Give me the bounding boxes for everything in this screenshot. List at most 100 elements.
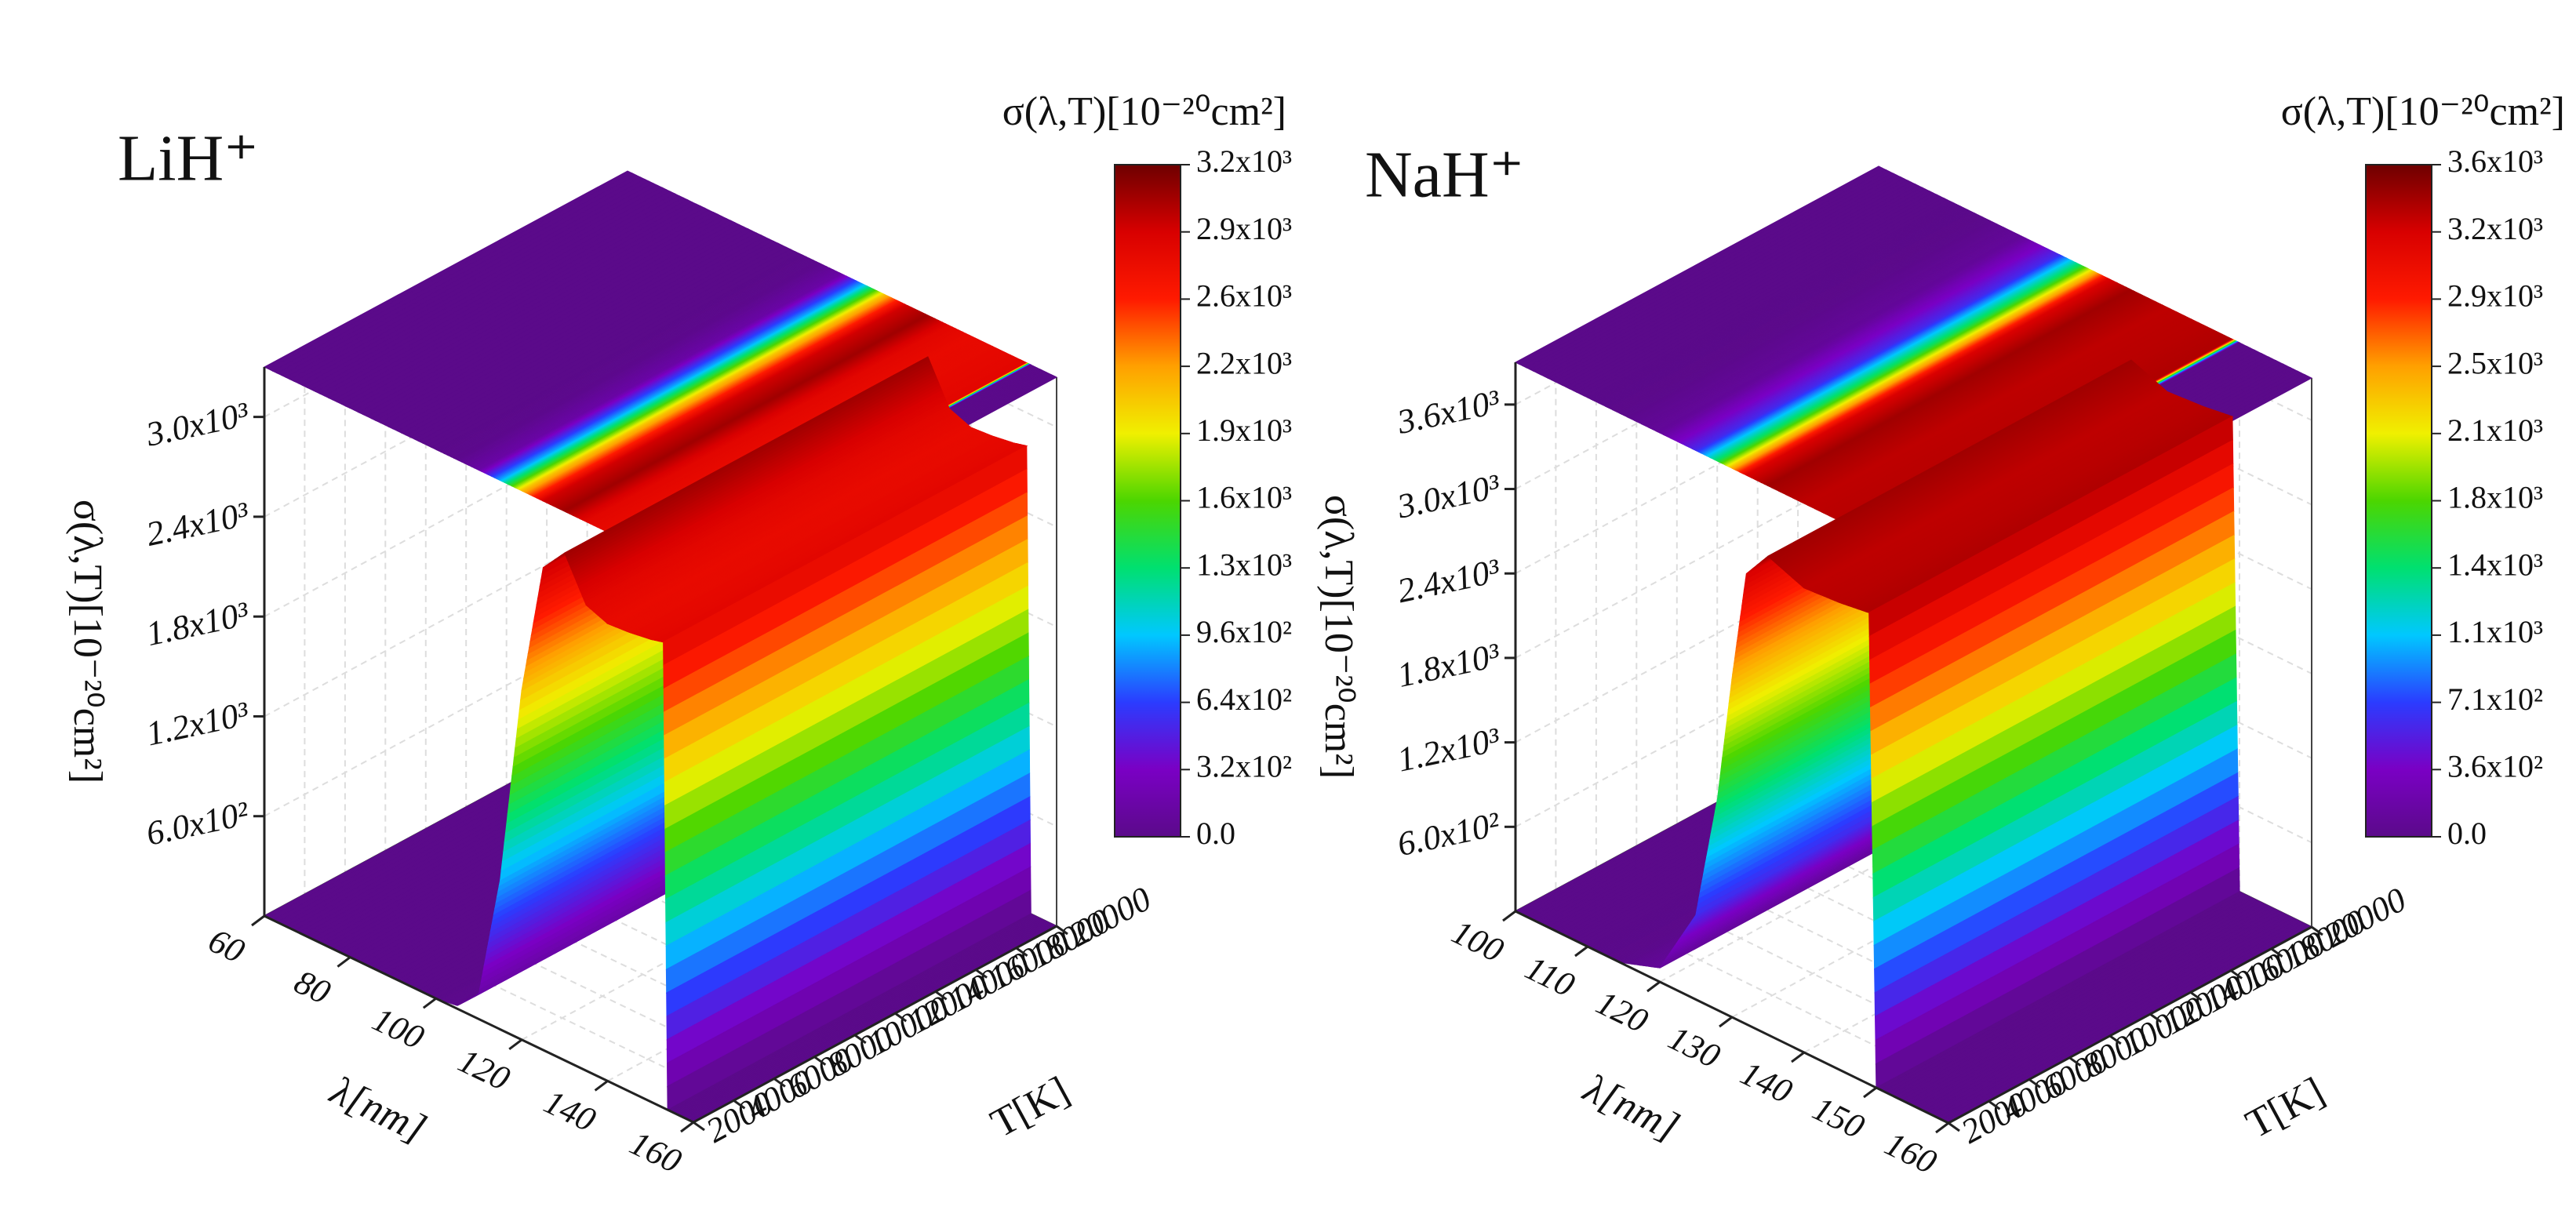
grid-line (1731, 272, 2096, 1018)
z-tick-label: 3.0x10³ (1393, 467, 1504, 526)
colorbar-tick-label: 3.2x10³ (1196, 144, 1292, 179)
y-tick (1056, 925, 1068, 936)
panel: 1001101201301401501602000400060008000100… (1316, 89, 2565, 1182)
x-tick (680, 1121, 694, 1133)
x-tick-label: 160 (1879, 1125, 1943, 1182)
x-tick (1574, 945, 1588, 958)
grid-line (1555, 340, 1989, 1103)
y-tick (853, 1034, 867, 1045)
y-tick (693, 1121, 705, 1132)
x-tick (1791, 1051, 1805, 1063)
y-tick (1988, 1100, 2001, 1110)
z-tick-label: 3.0x10³ (142, 394, 253, 454)
x-tick (251, 914, 265, 927)
colorbar-tick-label: 1.1x10³ (2447, 614, 2543, 649)
y-tick-label: 20000 (2318, 880, 2412, 954)
axis-line (693, 925, 1057, 1124)
colorbar-tick-label: 7.1x10² (2447, 682, 2543, 717)
colorbar-tick-label: 9.6x10² (1196, 614, 1292, 649)
x-tick-label: 130 (1663, 1019, 1726, 1076)
y-tick (975, 969, 988, 979)
x-tick (508, 1038, 523, 1051)
y-axis-label: T[K] (984, 1068, 1077, 1147)
colorbar-tick-label: 1.8x10³ (2447, 480, 2543, 515)
colorbar-tick-label: 2.9x10³ (1196, 211, 1292, 246)
x-tick-label: 120 (453, 1041, 516, 1098)
y-tick (934, 990, 948, 1001)
colorbar-tick-label: 2.9x10³ (2447, 278, 2543, 314)
y-tick (773, 1078, 786, 1088)
y-tick (2108, 1034, 2122, 1045)
x-tick-label: 80 (289, 962, 337, 1012)
x-tick-label: 150 (1807, 1089, 1871, 1147)
y-tick-label: 20000 (1063, 879, 1157, 954)
colorbar-title: σ(λ,T)[10⁻²⁰cm²] (1002, 89, 1286, 134)
y-tick (813, 1056, 827, 1066)
y-tick (2230, 969, 2243, 980)
x-axis-label: λ[nm] (322, 1067, 433, 1151)
z-axis-label: σ(λ,T)[10⁻²⁰cm²] (1316, 495, 1361, 779)
z-tick-label: 1.8x10³ (143, 594, 253, 653)
colorbar-tick-label: 3.2x10² (1196, 748, 1292, 783)
colorbar-tick-label: 0.0 (1196, 816, 1235, 851)
axis-line (264, 914, 694, 1124)
colorbar-tick-label: 1.4x10³ (2447, 547, 2543, 582)
colorbar-tick-label: 2.2x10³ (1196, 345, 1292, 380)
colorbar-tick-label: 1.3x10³ (1196, 547, 1292, 582)
grid-line (1515, 460, 2312, 674)
colorbar-tick-label: 1.9x10³ (1196, 413, 1292, 448)
x-tick (1646, 980, 1661, 993)
y-tick (1015, 947, 1028, 957)
z-tick-label: 2.4x10³ (1394, 551, 1504, 610)
z-tick-label: 1.8x10³ (1394, 635, 1504, 694)
colorbar-tick-label: 2.1x10³ (2447, 413, 2543, 448)
x-tick-label: 140 (1735, 1054, 1799, 1111)
x-tick-label: 110 (1519, 948, 1581, 1005)
colorbar-tick-label: 2.5x10³ (2447, 345, 2543, 380)
x-tick-label: 120 (1591, 983, 1654, 1041)
z-tick-label: 3.6x10³ (1393, 382, 1504, 442)
colorbar (1114, 164, 1181, 838)
x-tick (1935, 1121, 1949, 1134)
colorbar-tick-label: 1.6x10³ (1196, 480, 1292, 515)
x-tick (1502, 910, 1516, 922)
y-tick (2028, 1078, 2041, 1089)
colorbar-tick-label: 6.4x10² (1196, 682, 1292, 717)
x-tick-label: 140 (538, 1082, 602, 1139)
y-tick (2068, 1056, 2082, 1067)
y-tick (894, 1012, 908, 1023)
colorbar-tick-label: 3.6x10³ (2447, 144, 2543, 179)
x-axis-label: λ[nm] (1576, 1066, 1686, 1150)
x-tick-label: 160 (624, 1124, 688, 1181)
x-tick (1719, 1016, 1733, 1028)
z-tick-label: 6.0x10² (1394, 805, 1504, 863)
y-tick (1948, 1121, 1960, 1132)
chart-title: NaH⁺ (1365, 138, 1524, 211)
x-tick-label: 60 (202, 921, 250, 970)
colorbar (2365, 164, 2432, 838)
x-tick-label: 100 (366, 1000, 430, 1057)
colorbar-title: σ(λ,T)[10⁻²⁰cm²] (2281, 89, 2565, 134)
colorbar-tick-label: 3.2x10³ (2447, 211, 2543, 246)
colorbar-tick-label: 2.6x10³ (1196, 278, 1292, 314)
z-tick-label: 1.2x10³ (143, 694, 253, 753)
grid-line (1675, 274, 2111, 1037)
panel: 6080100120140160200040006000800010000120… (65, 89, 1292, 1180)
y-axis-label: T[K] (2239, 1069, 2332, 1147)
y-tick (2189, 991, 2203, 1001)
z-tick-label: 2.4x10³ (143, 494, 253, 553)
y-tick (2149, 1012, 2163, 1023)
z-tick-label: 1.2x10³ (1394, 720, 1504, 779)
x-tick (422, 997, 437, 1009)
grid-line (1515, 376, 2312, 591)
grid-line (1595, 318, 2030, 1081)
x-tick (1863, 1086, 1877, 1099)
x-tick (594, 1080, 609, 1092)
colorbar-tick-label: 0.0 (2447, 816, 2487, 851)
z-axis-label: σ(λ,T)[10⁻²⁰cm²] (65, 500, 110, 783)
y-tick (2311, 925, 2323, 936)
grid-line (1515, 630, 2312, 844)
z-tick-label: 6.0x10² (143, 794, 253, 852)
axis-line (1948, 925, 2312, 1125)
